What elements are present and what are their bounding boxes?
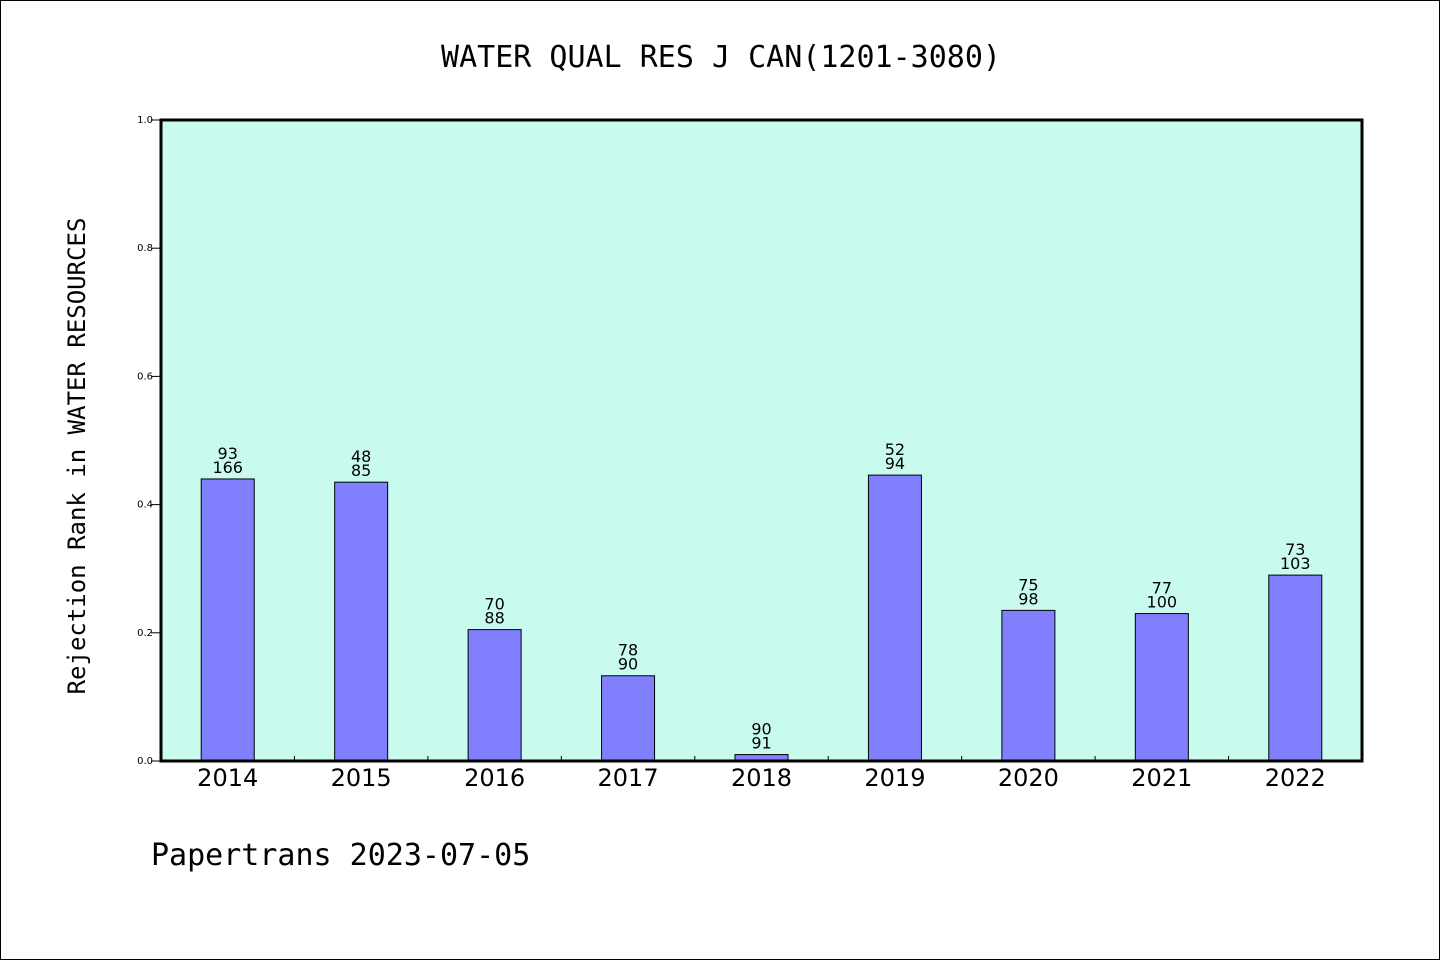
data-label-bottom: 166 (212, 458, 243, 477)
data-label-top: 75 (1018, 575, 1038, 594)
data-label-top: 52 (885, 440, 905, 459)
data-label-bottom: 88 (484, 609, 504, 628)
y-tick-label: 1.0 (137, 115, 153, 126)
bar-2020 (1001, 609, 1056, 762)
y-axis-label: Rejection Rank in WATER RESOURCES (63, 218, 91, 695)
data-label-bottom: 85 (351, 461, 371, 480)
x-tick-label: 2021 (1131, 764, 1192, 792)
y-tick-label: 0.4 (137, 500, 153, 511)
bar-2014 (200, 478, 255, 762)
chart-title: WATER QUAL RES J CAN(1201-3080) (441, 40, 1001, 75)
y-tick-label: 0.8 (137, 243, 153, 254)
y-tick-label: 0.6 (137, 371, 153, 382)
data-label-bottom: 98 (1018, 589, 1038, 608)
x-tick-label: 2014 (197, 764, 258, 792)
y-axis: 0.0 0.2 0.4 0.6 0.8 1.0 (137, 115, 161, 767)
data-label-bottom: 103 (1280, 554, 1311, 573)
bar-2021 (1134, 613, 1189, 762)
bars (200, 474, 1323, 762)
data-label-bottom: 90 (618, 655, 638, 674)
x-tick-label: 2017 (598, 764, 659, 792)
bar-2015 (334, 481, 389, 762)
footer-text: Papertrans 2023-07-05 (151, 838, 530, 873)
y-tick-label: 0.2 (137, 628, 153, 639)
x-axis: 2014 2015 2016 2017 2018 2019 2020 2021 2022 (197, 756, 1326, 792)
data-label-bottom: 91 (751, 734, 771, 753)
bar-2017 (601, 675, 656, 762)
data-label-top: 77 (1152, 579, 1172, 598)
x-tick-label: 2018 (731, 764, 792, 792)
bar-2016 (467, 629, 522, 762)
data-label-top: 73 (1285, 540, 1305, 559)
data-label-top: 48 (351, 447, 371, 466)
plot-border (159, 118, 1364, 763)
data-label-top: 90 (751, 720, 771, 739)
x-tick-label: 2019 (864, 764, 925, 792)
bar-2022 (1268, 574, 1323, 762)
x-tick-label: 2016 (464, 764, 525, 792)
x-tick-label: 2015 (331, 764, 392, 792)
x-tick-label: 2020 (998, 764, 1059, 792)
data-label-bottom: 100 (1147, 593, 1178, 612)
data-label-bottom: 94 (885, 454, 905, 473)
bar-2019 (867, 474, 922, 762)
data-label-top: 93 (218, 444, 238, 463)
data-label-top: 70 (484, 595, 504, 614)
data-label-top: 78 (618, 641, 638, 660)
x-tick-label: 2022 (1265, 764, 1326, 792)
y-tick-label: 0.0 (137, 756, 153, 767)
